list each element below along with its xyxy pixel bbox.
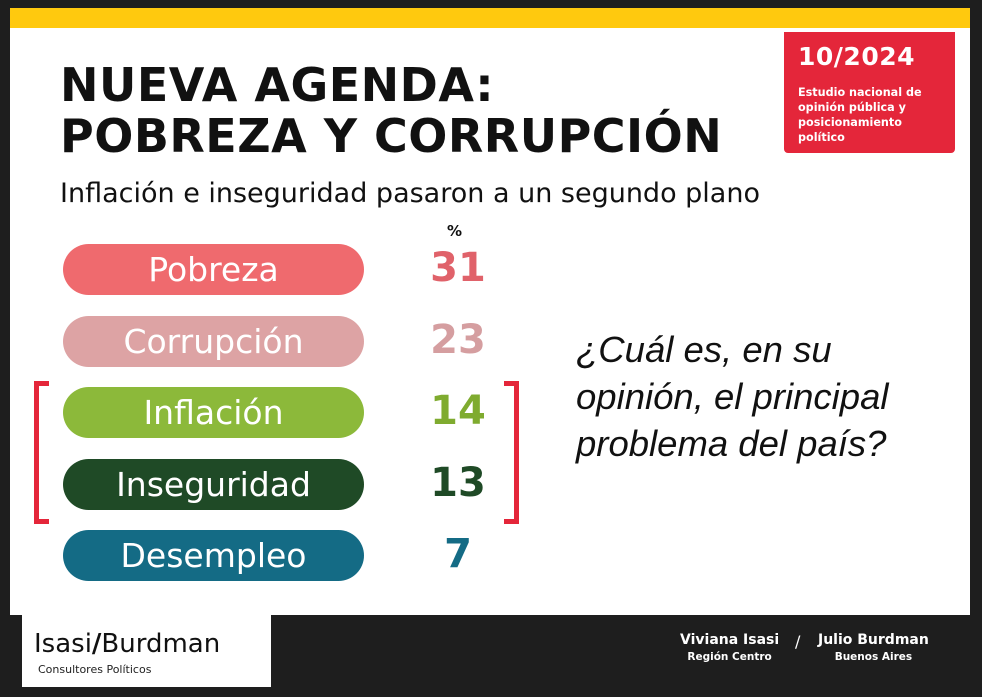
category-pill-corrupcion: Corrupción bbox=[63, 315, 364, 367]
title-line-2: POBREZA Y CORRUPCIÓN bbox=[60, 109, 723, 163]
value-pobreza: 31 bbox=[430, 245, 486, 291]
survey-question: ¿Cuál es, en su opinión, el principal pr… bbox=[576, 329, 889, 464]
page-title: NUEVA AGENDA: POBREZA Y CORRUPCIÓN bbox=[60, 60, 722, 162]
logo-subtitle: Consultores Políticos bbox=[38, 663, 152, 676]
category-label: Corrupción bbox=[123, 321, 304, 361]
category-pill-pobreza: Pobreza bbox=[63, 244, 364, 295]
credit-name-isasi: Viviana Isasi bbox=[680, 632, 780, 648]
credit-region-burdman: Buenos Aires bbox=[834, 651, 913, 663]
slide: 10/2024 Estudio nacional de opinión públ… bbox=[10, 8, 970, 615]
category-pill-desempleo: Desempleo bbox=[63, 530, 364, 581]
credit-name-burdman: Julio Burdman bbox=[818, 632, 929, 648]
credit-burdman: Julio Burdman Buenos Aires bbox=[818, 632, 929, 663]
value-inseguridad: 13 bbox=[430, 459, 486, 506]
highlight-bracket-right bbox=[504, 381, 519, 524]
title-line-1: NUEVA AGENDA: bbox=[60, 58, 495, 112]
percent-unit-label: % bbox=[447, 222, 463, 240]
logo-left: Isasi bbox=[34, 629, 92, 659]
category-label: Desempleo bbox=[120, 536, 307, 575]
credit-region-isasi: Región Centro bbox=[687, 651, 772, 663]
badge-date: 10/2024 bbox=[798, 42, 916, 71]
top-accent-bar bbox=[10, 8, 970, 28]
category-pill-inseguridad: Inseguridad bbox=[63, 458, 364, 510]
study-badge: 10/2024 Estudio nacional de opinión públ… bbox=[784, 32, 955, 153]
value-desempleo: 7 bbox=[444, 531, 472, 577]
subtitle: Inflación e inseguridad pasaron a un seg… bbox=[60, 178, 760, 209]
logo-slash: / bbox=[91, 629, 102, 659]
value-inflacion: 14 bbox=[430, 388, 486, 434]
credit-isasi: Viviana Isasi Región Centro bbox=[680, 632, 779, 663]
value-corrupcion: 23 bbox=[430, 316, 486, 363]
badge-description: Estudio nacional de opinión pública y po… bbox=[798, 86, 922, 144]
highlight-bracket-left bbox=[34, 381, 49, 524]
company-logo: Isasi/Burdman Consultores Políticos bbox=[22, 615, 271, 687]
category-label: Pobreza bbox=[148, 250, 279, 289]
logo-right: Burdman bbox=[101, 629, 221, 659]
category-label: Inseguridad bbox=[116, 464, 311, 504]
category-label: Inflación bbox=[143, 393, 284, 432]
category-pill-inflacion: Inflación bbox=[63, 387, 364, 438]
credit-separator: / bbox=[795, 632, 801, 651]
logo-wordmark: Isasi/Burdman bbox=[34, 629, 220, 659]
